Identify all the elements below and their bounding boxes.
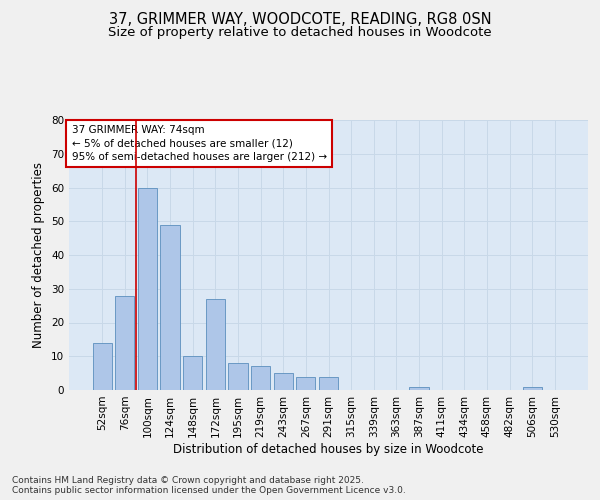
Bar	[409, 386, 428, 390]
Y-axis label: Number of detached properties: Number of detached properties	[32, 162, 46, 348]
Bar	[229, 363, 248, 390]
Bar	[523, 386, 542, 390]
X-axis label: Distribution of detached houses by size in Woodcote: Distribution of detached houses by size …	[173, 442, 484, 456]
Bar	[319, 376, 338, 390]
Bar	[251, 366, 270, 390]
Bar	[206, 299, 225, 390]
Text: 37, GRIMMER WAY, WOODCOTE, READING, RG8 0SN: 37, GRIMMER WAY, WOODCOTE, READING, RG8 …	[109, 12, 491, 28]
Bar	[183, 356, 202, 390]
Bar	[138, 188, 157, 390]
Text: Contains HM Land Registry data © Crown copyright and database right 2025.
Contai: Contains HM Land Registry data © Crown c…	[12, 476, 406, 495]
Text: 37 GRIMMER WAY: 74sqm
← 5% of detached houses are smaller (12)
95% of semi-detac: 37 GRIMMER WAY: 74sqm ← 5% of detached h…	[71, 126, 327, 162]
Bar	[115, 296, 134, 390]
Bar	[296, 376, 316, 390]
Bar	[274, 373, 293, 390]
Bar	[160, 224, 180, 390]
Text: Size of property relative to detached houses in Woodcote: Size of property relative to detached ho…	[108, 26, 492, 39]
Bar	[92, 343, 112, 390]
